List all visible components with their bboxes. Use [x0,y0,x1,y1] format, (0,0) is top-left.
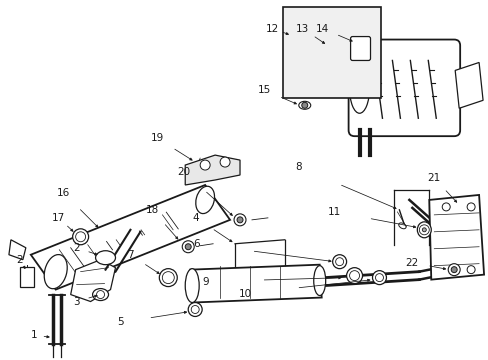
Polygon shape [428,195,483,280]
Text: 12: 12 [266,24,279,33]
Text: 2: 2 [73,243,80,253]
Circle shape [237,217,243,223]
Polygon shape [9,240,26,260]
Circle shape [185,244,191,250]
Text: 1: 1 [30,330,37,341]
Ellipse shape [92,289,108,301]
Text: 19: 19 [150,133,163,143]
Ellipse shape [346,268,362,284]
Text: 6: 6 [192,239,199,249]
Ellipse shape [95,251,115,265]
Circle shape [375,274,383,282]
Ellipse shape [416,222,430,238]
Text: 20: 20 [177,167,190,177]
Text: 15: 15 [258,85,271,95]
Text: 13: 13 [296,24,309,33]
Ellipse shape [349,63,369,113]
FancyBboxPatch shape [350,37,370,60]
Text: 14: 14 [315,24,328,33]
Circle shape [450,267,456,273]
Circle shape [466,266,474,274]
Circle shape [200,160,210,170]
Ellipse shape [195,186,214,213]
Ellipse shape [182,241,194,253]
Circle shape [466,203,474,211]
Circle shape [220,157,229,167]
Circle shape [326,50,336,60]
Text: 18: 18 [145,205,159,215]
Text: 8: 8 [295,162,302,172]
Text: 4: 4 [192,213,199,223]
FancyBboxPatch shape [20,267,34,287]
Circle shape [191,306,199,314]
Circle shape [301,102,307,108]
Text: 11: 11 [327,207,341,217]
Ellipse shape [298,101,310,109]
Ellipse shape [323,45,339,66]
Ellipse shape [398,223,405,229]
Polygon shape [31,185,229,289]
Circle shape [441,203,449,211]
Circle shape [76,232,85,242]
Text: 22: 22 [405,258,418,268]
Text: 21: 21 [427,173,440,183]
Text: 2: 2 [17,255,23,265]
Polygon shape [71,260,115,302]
Circle shape [349,271,359,280]
Circle shape [96,291,104,298]
Polygon shape [190,265,321,302]
FancyBboxPatch shape [348,40,459,136]
Text: 3: 3 [73,297,80,306]
Ellipse shape [44,255,67,289]
Ellipse shape [447,264,459,276]
Ellipse shape [372,271,386,285]
Ellipse shape [234,214,245,226]
Ellipse shape [159,269,177,287]
Text: 5: 5 [117,318,123,328]
Text: 16: 16 [57,188,70,198]
Ellipse shape [188,302,202,316]
Circle shape [162,272,174,284]
Text: 9: 9 [203,276,209,287]
Text: 10: 10 [238,289,251,298]
Ellipse shape [313,266,325,296]
Ellipse shape [185,269,199,302]
Ellipse shape [332,255,346,269]
Circle shape [422,228,426,232]
Polygon shape [185,155,240,185]
Circle shape [419,225,428,235]
Ellipse shape [73,229,88,245]
FancyBboxPatch shape [282,7,381,98]
Circle shape [335,258,343,266]
Polygon shape [454,62,482,108]
Text: 7: 7 [127,250,134,260]
Text: 17: 17 [52,213,65,223]
